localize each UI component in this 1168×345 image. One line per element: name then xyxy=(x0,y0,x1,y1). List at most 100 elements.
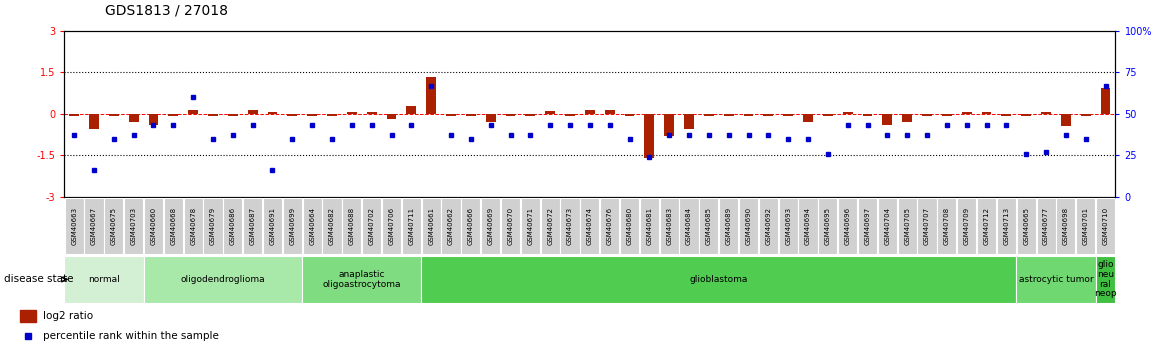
Text: GSM40670: GSM40670 xyxy=(508,207,514,245)
Bar xyxy=(1061,114,1071,126)
Bar xyxy=(1021,114,1031,116)
Text: GSM40662: GSM40662 xyxy=(449,207,454,245)
FancyBboxPatch shape xyxy=(183,198,203,254)
Text: glioblastoma: glioblastoma xyxy=(689,275,748,284)
Text: GSM40678: GSM40678 xyxy=(190,207,196,245)
Text: GSM40685: GSM40685 xyxy=(705,207,711,245)
Text: GSM40675: GSM40675 xyxy=(111,207,117,245)
Bar xyxy=(208,114,218,116)
FancyBboxPatch shape xyxy=(739,198,758,254)
FancyBboxPatch shape xyxy=(461,198,480,254)
FancyBboxPatch shape xyxy=(362,198,381,254)
Bar xyxy=(605,110,614,114)
Text: GSM40694: GSM40694 xyxy=(805,207,811,245)
FancyBboxPatch shape xyxy=(402,198,420,254)
Bar xyxy=(784,114,793,116)
FancyBboxPatch shape xyxy=(759,198,778,254)
Bar xyxy=(228,114,238,116)
FancyBboxPatch shape xyxy=(640,198,659,254)
FancyBboxPatch shape xyxy=(144,256,303,303)
Text: GDS1813 / 27018: GDS1813 / 27018 xyxy=(105,3,228,18)
FancyBboxPatch shape xyxy=(938,198,957,254)
FancyBboxPatch shape xyxy=(1056,198,1076,254)
Text: GSM40693: GSM40693 xyxy=(785,207,791,245)
Text: GSM40688: GSM40688 xyxy=(349,207,355,245)
Text: GSM40663: GSM40663 xyxy=(71,207,77,245)
Text: GSM40710: GSM40710 xyxy=(1103,207,1108,245)
Bar xyxy=(1080,114,1091,116)
Text: anaplastic
oligoastrocytoma: anaplastic oligoastrocytoma xyxy=(322,270,401,289)
Bar xyxy=(486,114,495,122)
Bar xyxy=(446,114,456,116)
FancyBboxPatch shape xyxy=(878,198,897,254)
Text: GSM40713: GSM40713 xyxy=(1003,207,1009,245)
FancyBboxPatch shape xyxy=(442,198,460,254)
Bar xyxy=(764,114,773,116)
Text: GSM40699: GSM40699 xyxy=(290,207,296,245)
FancyBboxPatch shape xyxy=(521,198,540,254)
Bar xyxy=(347,112,356,114)
Text: GSM40677: GSM40677 xyxy=(1043,207,1049,245)
Bar xyxy=(20,310,36,322)
FancyBboxPatch shape xyxy=(996,198,1016,254)
Bar xyxy=(882,114,892,125)
Text: GSM40683: GSM40683 xyxy=(666,207,672,245)
Text: GSM40689: GSM40689 xyxy=(725,207,731,245)
FancyBboxPatch shape xyxy=(719,198,738,254)
Bar xyxy=(1001,114,1011,116)
Text: GSM40697: GSM40697 xyxy=(864,207,870,245)
Text: GSM40691: GSM40691 xyxy=(270,207,276,245)
Bar xyxy=(862,114,872,116)
Bar xyxy=(267,112,278,114)
FancyBboxPatch shape xyxy=(660,198,679,254)
FancyBboxPatch shape xyxy=(283,198,301,254)
Text: oligodendroglioma: oligodendroglioma xyxy=(181,275,265,284)
FancyBboxPatch shape xyxy=(700,198,718,254)
Bar xyxy=(188,110,199,114)
Text: astrocytic tumor: astrocytic tumor xyxy=(1018,275,1093,284)
Text: GSM40702: GSM40702 xyxy=(369,207,375,245)
Text: GSM40705: GSM40705 xyxy=(904,207,910,245)
Text: GSM40708: GSM40708 xyxy=(944,207,950,245)
FancyBboxPatch shape xyxy=(580,198,599,254)
FancyBboxPatch shape xyxy=(858,198,877,254)
Text: GSM40706: GSM40706 xyxy=(389,207,395,245)
Bar xyxy=(248,110,258,114)
FancyBboxPatch shape xyxy=(1096,256,1115,303)
FancyBboxPatch shape xyxy=(322,198,341,254)
FancyBboxPatch shape xyxy=(203,198,223,254)
Bar xyxy=(941,114,952,116)
Text: GSM40696: GSM40696 xyxy=(844,207,850,245)
Text: GSM40666: GSM40666 xyxy=(468,207,474,245)
Text: GSM40674: GSM40674 xyxy=(586,207,593,245)
Text: GSM40698: GSM40698 xyxy=(1063,207,1069,245)
Text: log2 ratio: log2 ratio xyxy=(42,311,92,321)
Bar xyxy=(804,114,813,122)
Bar xyxy=(287,114,298,116)
FancyBboxPatch shape xyxy=(64,198,84,254)
Bar xyxy=(704,114,714,116)
Text: GSM40684: GSM40684 xyxy=(686,207,691,245)
Bar xyxy=(168,114,179,116)
Text: GSM40673: GSM40673 xyxy=(566,207,573,245)
FancyBboxPatch shape xyxy=(84,198,104,254)
Text: disease state: disease state xyxy=(4,275,74,284)
Text: GSM40664: GSM40664 xyxy=(310,207,315,245)
FancyBboxPatch shape xyxy=(64,256,144,303)
Text: percentile rank within the sample: percentile rank within the sample xyxy=(42,331,218,341)
Bar xyxy=(426,77,436,114)
FancyBboxPatch shape xyxy=(561,198,579,254)
Bar xyxy=(526,114,535,116)
Bar xyxy=(148,114,159,125)
FancyBboxPatch shape xyxy=(1036,198,1056,254)
FancyBboxPatch shape xyxy=(620,198,639,254)
Text: GSM40709: GSM40709 xyxy=(964,207,969,245)
Bar xyxy=(585,110,595,114)
Bar xyxy=(981,112,992,114)
Text: GSM40682: GSM40682 xyxy=(329,207,335,245)
FancyBboxPatch shape xyxy=(600,198,619,254)
Text: GSM40680: GSM40680 xyxy=(626,207,633,245)
Text: GSM40686: GSM40686 xyxy=(230,207,236,245)
FancyBboxPatch shape xyxy=(422,198,440,254)
FancyBboxPatch shape xyxy=(839,198,857,254)
